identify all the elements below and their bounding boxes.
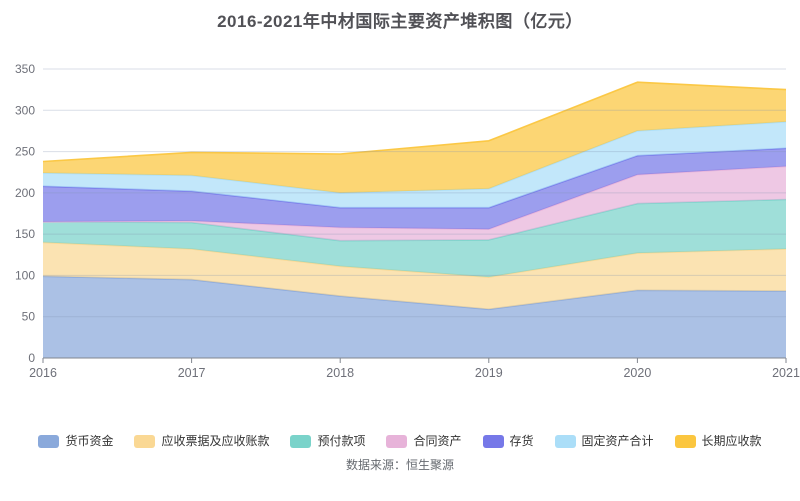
legend: 货币资金 应收票据及应收账款 预付款项 合同资产 存货 固定资产合计 长期应收款 bbox=[0, 433, 800, 449]
line-长期应收款 bbox=[42, 81, 787, 163]
x-tick-label: 2020 bbox=[623, 366, 651, 380]
legend-item-长期应收款[interactable]: 长期应收款 bbox=[674, 433, 762, 449]
x-tick-label: 2019 bbox=[475, 366, 503, 380]
x-tick-label: 2018 bbox=[326, 366, 354, 380]
y-tick-label: 50 bbox=[22, 310, 36, 324]
area-合同资产 bbox=[43, 166, 786, 241]
legend-swatch-icon bbox=[482, 434, 504, 448]
legend-label: 应收票据及应收账款 bbox=[161, 434, 270, 448]
x-tick-label: 2016 bbox=[29, 366, 57, 380]
legend-item-货币资金[interactable]: 货币资金 bbox=[38, 433, 113, 449]
chart-title: 2016-2021年中材国际主要资产堆积图（亿元） bbox=[217, 12, 583, 31]
y-tick-label: 300 bbox=[15, 103, 35, 117]
y-tick-label: 250 bbox=[15, 145, 35, 159]
y-tick-label: 150 bbox=[15, 227, 35, 241]
y-tick-label: 200 bbox=[15, 186, 35, 200]
area-存货 bbox=[43, 148, 786, 230]
y-tick-label: 100 bbox=[15, 268, 35, 282]
x-tick-label: 2021 bbox=[772, 366, 800, 380]
data-source: 数据来源：恒生聚源 bbox=[345, 458, 454, 472]
series-areas bbox=[42, 81, 787, 358]
y-tick-label: 0 bbox=[28, 351, 35, 365]
legend-swatch-icon bbox=[290, 434, 312, 448]
legend-label: 合同资产 bbox=[413, 434, 462, 448]
y-tick-label: 350 bbox=[15, 62, 35, 76]
area-预付款项 bbox=[43, 199, 786, 278]
legend-label: 长期应收款 bbox=[701, 434, 762, 448]
legend-swatch-icon bbox=[134, 434, 156, 448]
legend-item-应收票据及应收账款[interactable]: 应收票据及应收账款 bbox=[134, 433, 269, 449]
legend-label: 固定资产合计 bbox=[581, 434, 654, 448]
x-axis: 2016 2017 2018 2019 2020 2021 bbox=[29, 357, 800, 380]
y-axis-labels: 0 50 100 150 200 250 300 350 bbox=[15, 62, 35, 365]
legend-item-预付款项[interactable]: 预付款项 bbox=[290, 433, 365, 449]
legend-label: 预付款项 bbox=[317, 434, 366, 448]
legend-item-合同资产[interactable]: 合同资产 bbox=[386, 433, 462, 449]
legend-swatch-icon bbox=[554, 434, 576, 448]
legend-swatch-icon bbox=[386, 434, 408, 448]
legend-item-固定资产合计[interactable]: 固定资产合计 bbox=[554, 433, 654, 449]
legend-swatch-icon bbox=[38, 434, 60, 448]
legend-item-存货[interactable]: 存货 bbox=[482, 433, 534, 449]
area-货币资金 bbox=[43, 276, 786, 358]
area-长期应收款 bbox=[43, 82, 786, 193]
legend-label: 货币资金 bbox=[65, 434, 114, 448]
stacked-area-chart: 0 50 100 150 200 250 300 350 2016 2017 2018 2019 202… bbox=[15, 62, 800, 380]
gridlines bbox=[43, 68, 786, 318]
x-tick-label: 2017 bbox=[178, 366, 206, 380]
area-固定资产合计 bbox=[43, 121, 786, 208]
legend-label: 存货 bbox=[509, 434, 534, 448]
legend-swatch-icon bbox=[674, 434, 696, 448]
